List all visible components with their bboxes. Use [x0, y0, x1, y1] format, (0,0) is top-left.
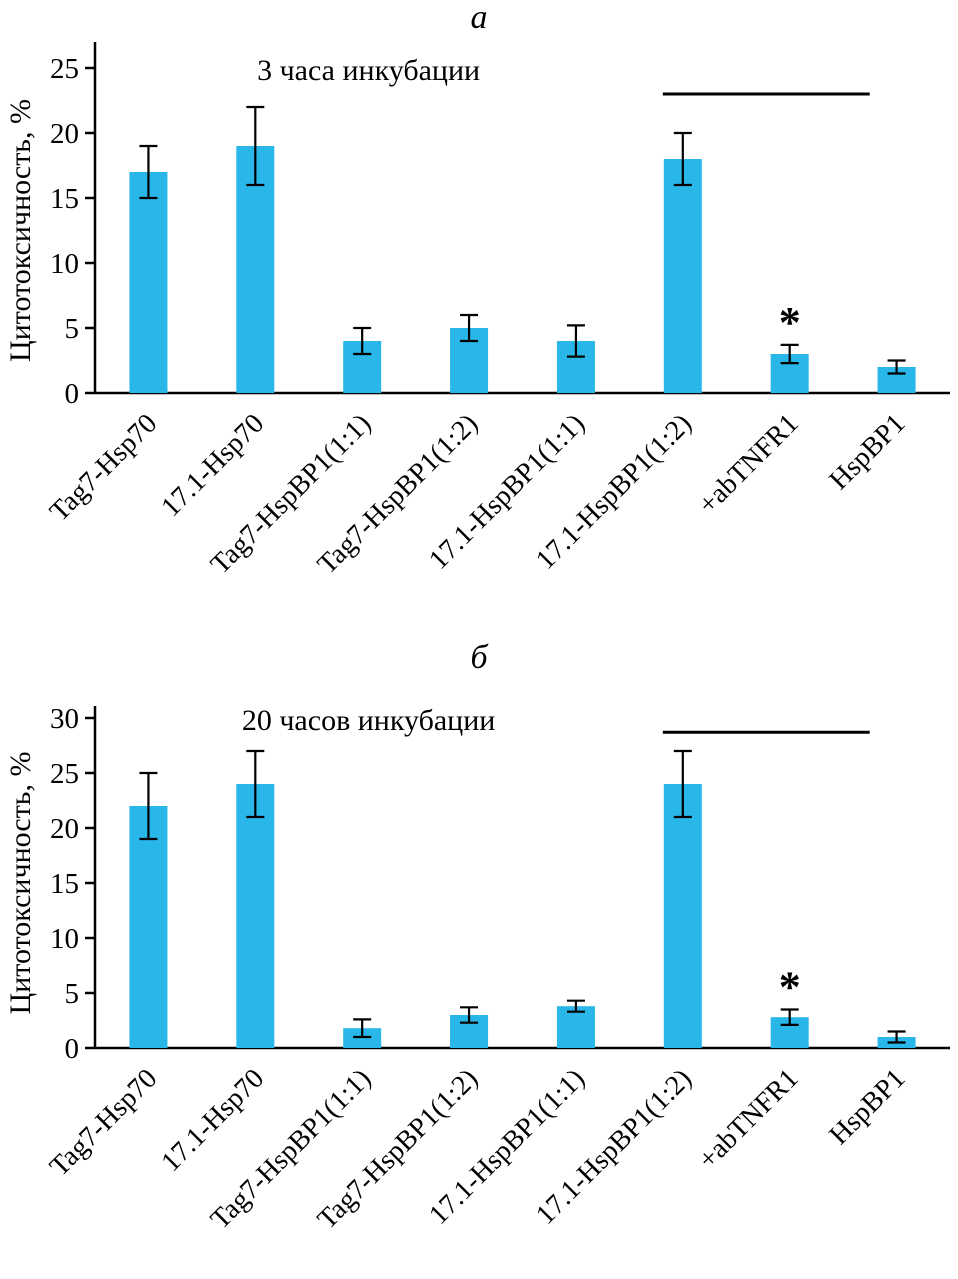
panel-label: б: [470, 640, 489, 676]
significance-asterisk: *: [779, 963, 801, 1012]
bar: [663, 784, 702, 1048]
bar: [129, 172, 168, 393]
panel-label: а: [471, 0, 488, 36]
significance-asterisk: *: [779, 298, 801, 347]
bar: [556, 1006, 595, 1048]
y-axis-label: Цитотоксичность, %: [4, 99, 37, 362]
y-tick-label: 5: [65, 313, 80, 345]
y-tick-label: 10: [50, 248, 79, 280]
y-tick-label: 15: [50, 183, 79, 215]
x-category-label: 17.1-Hsp70: [155, 408, 270, 523]
y-tick-label: 5: [65, 978, 80, 1010]
x-category-label: +abTNFR1: [692, 408, 804, 520]
chart-panel-a: а 0 5 10 15 20 25 Цитотоксичность, % 3 часа инку…: [4, 0, 950, 580]
chart-svg: б 0 5 10 15 20 25 30 Цитотоксичность, % 20 часов …: [4, 639, 950, 1235]
x-category-label: Tag7-Hsp70: [44, 1063, 164, 1183]
y-tick-label: 30: [50, 703, 79, 735]
x-category-label: +abTNFR1: [692, 1063, 804, 1175]
y-tick-label: 25: [50, 758, 79, 790]
chart-title: 3 часа инкубации: [257, 54, 480, 87]
bar: [236, 784, 275, 1048]
y-axis-label: Цитотоксичность, %: [4, 752, 37, 1015]
y-tick-label: 15: [50, 868, 79, 900]
x-category-label: 17.1-Hsp70: [155, 1063, 270, 1178]
bar: [236, 146, 275, 393]
y-tick-label: 10: [50, 923, 79, 955]
chart-panel-b: б 0 5 10 15 20 25 30 Цитотоксичность, % 20 часов …: [0, 639, 958, 1279]
y-tick-label: 0: [65, 378, 80, 410]
chart-svg: а 0 5 10 15 20 25 Цитотоксичность, % 3 часа инку…: [4, 0, 950, 580]
y-tick-label: 20: [50, 813, 79, 845]
bar: [663, 159, 702, 393]
x-category-label: Tag7-Hsp70: [44, 408, 164, 528]
x-category-label: HspBP1: [824, 1063, 912, 1151]
bar: [129, 806, 168, 1048]
y-tick-label: 25: [50, 53, 79, 85]
y-tick-label: 20: [50, 118, 79, 150]
chart-title: 20 часов инкубации: [242, 704, 496, 737]
y-tick-label: 0: [65, 1033, 80, 1065]
x-category-label: HspBP1: [824, 408, 912, 496]
